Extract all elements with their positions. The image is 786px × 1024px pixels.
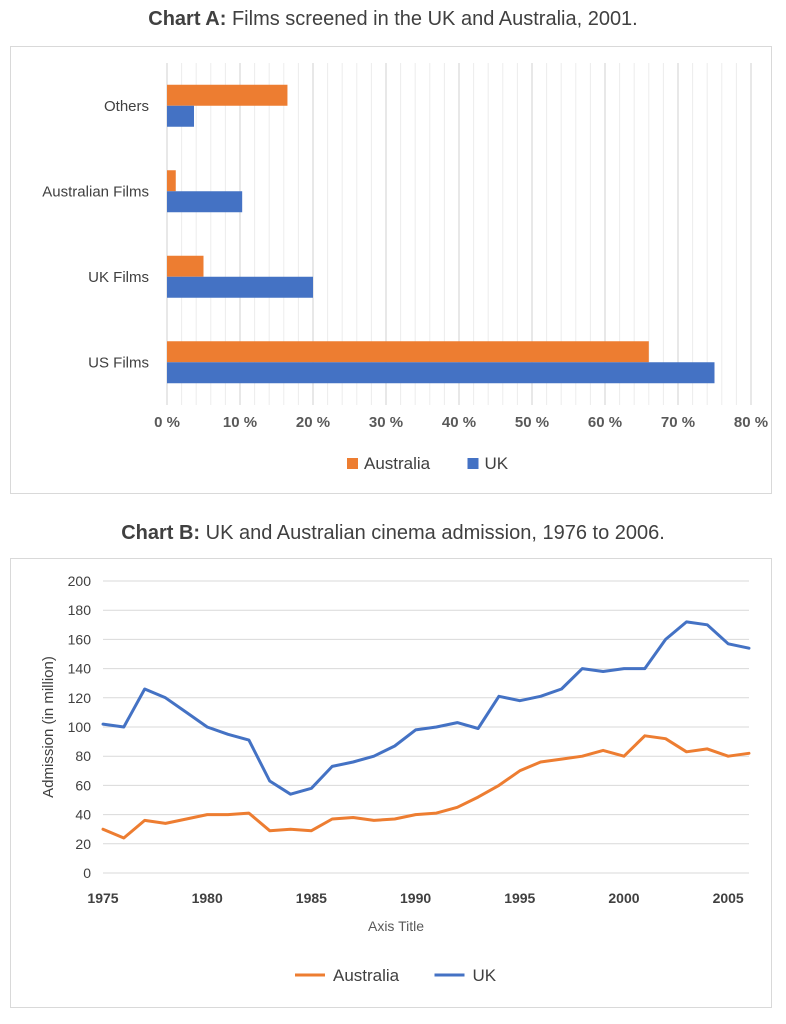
y-tick-label: 180 <box>68 602 92 618</box>
x-tick-label: 1995 <box>504 890 535 906</box>
chart-b-panel: 0 20 40 60 80 100 120 140 160 180 200 1975 1980 1985 1… <box>10 558 772 1008</box>
x-tick-label: 1985 <box>296 890 327 906</box>
y-tick-label: 60 <box>75 777 91 793</box>
bar-uk <box>167 362 715 384</box>
y-tick-label: 100 <box>68 719 92 735</box>
y-axis-title: Admission (in million) <box>40 656 57 798</box>
x-tick-label: 2005 <box>713 890 744 906</box>
chart-b-title-prefix: Chart B: <box>121 522 201 544</box>
chart-a-title-prefix: Chart A: <box>148 8 227 30</box>
bar-australia <box>167 341 649 363</box>
chart-b-svg: 0 20 40 60 80 100 120 140 160 180 200 1975 1980 1985 1… <box>40 573 751 985</box>
series-line-uk <box>101 620 751 796</box>
x-tick-label: 0 % <box>154 414 180 431</box>
legend-label: UK <box>473 966 497 985</box>
y-tick-label: 20 <box>75 836 91 852</box>
x-tick-label: 60 % <box>588 414 622 431</box>
y-tick-label: 200 <box>68 573 92 589</box>
x-tick-label: 50 % <box>515 414 549 431</box>
y-tick-label: 160 <box>68 631 92 647</box>
series-line-australia <box>101 734 751 840</box>
category-label: Australian Films <box>42 183 149 200</box>
category-label: US Films <box>88 354 149 371</box>
category-label: Others <box>104 98 149 115</box>
legend-label: Australia <box>333 966 400 985</box>
category-label: UK Films <box>88 269 149 286</box>
legend-swatch-australia <box>347 458 358 469</box>
bar-uk <box>167 105 195 127</box>
chart-a-panel: 0 % 10 % 20 % 30 % 40 % 50 % 60 % 70 % 80 % US Fi… <box>10 46 772 494</box>
x-tick-label: 2000 <box>608 890 639 906</box>
chart-a-title-text: Films screened in the UK and Australia, … <box>231 8 638 30</box>
y-tick-label: 0 <box>83 865 91 881</box>
bar-australia <box>167 255 204 277</box>
chart-b-title: Chart B: UK and Australian cinema admiss… <box>0 522 786 545</box>
chart-a-title: Chart A: Films screened in the UK and Au… <box>0 8 786 31</box>
bar-uk <box>167 191 243 213</box>
legend-label: UK <box>485 454 509 473</box>
y-tick-label: 140 <box>68 661 92 677</box>
y-tick-label: 80 <box>75 748 91 764</box>
x-tick-label: 80 % <box>734 414 768 431</box>
legend-label: Australia <box>364 454 431 473</box>
x-tick-label: 20 % <box>296 414 330 431</box>
y-tick-label: 40 <box>75 807 91 823</box>
x-tick-label: 30 % <box>369 414 403 431</box>
legend-swatch-uk <box>467 458 479 469</box>
chart-a-svg: 0 % 10 % 20 % 30 % 40 % 50 % 60 % 70 % 80 % US Fi… <box>42 63 768 473</box>
bar-australia <box>167 84 288 106</box>
x-tick-label: 70 % <box>661 414 695 431</box>
chart-b-title-text: UK and Australian cinema admission, 1976… <box>205 522 665 544</box>
x-tick-label: 1990 <box>400 890 431 906</box>
x-tick-label: 1980 <box>192 890 223 906</box>
bar-uk <box>167 276 313 298</box>
y-tick-label: 120 <box>68 690 92 706</box>
x-tick-label: 40 % <box>442 414 476 431</box>
x-axis-title: Axis Title <box>368 918 424 934</box>
x-tick-label: 10 % <box>223 414 257 431</box>
bar-australia <box>167 170 176 192</box>
x-tick-label: 1975 <box>87 890 118 906</box>
